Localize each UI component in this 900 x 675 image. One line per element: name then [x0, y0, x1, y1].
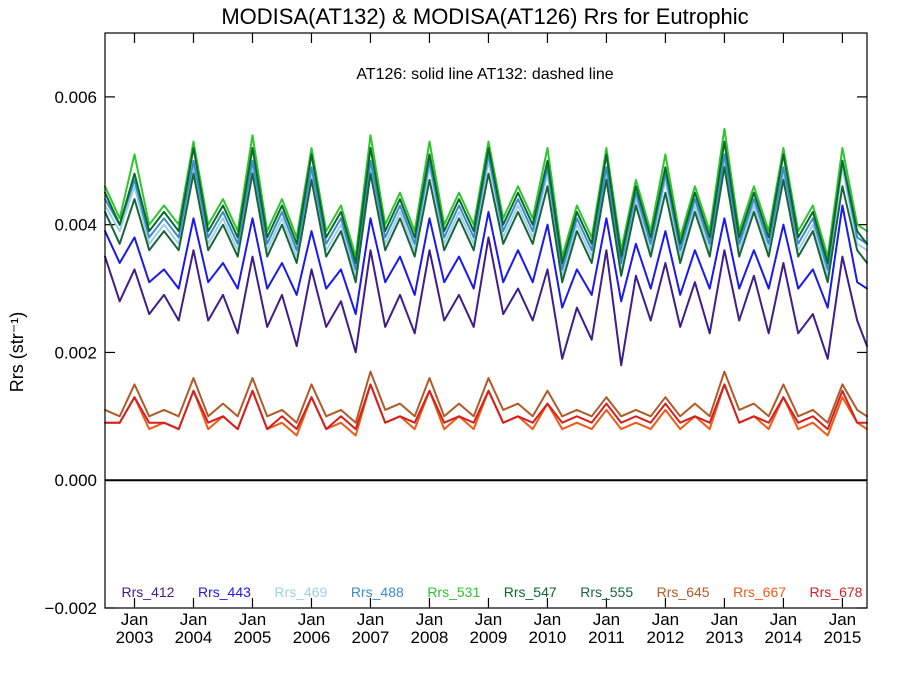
legend-entry-rrs-645: Rrs_645: [657, 584, 710, 600]
legend-entry-rrs-667: Rrs_667: [733, 584, 786, 600]
series-line-rrs-645: [104, 370, 868, 424]
x-tick-month-label: Jan: [711, 610, 738, 629]
legend-entry-rrs-469: Rrs_469: [274, 584, 327, 600]
legend-entry-rrs-547: Rrs_547: [504, 584, 557, 600]
x-tick-year-label: 2006: [293, 628, 331, 647]
x-tick-month-label: Jan: [593, 610, 620, 629]
x-tick-month-label: Jan: [534, 610, 561, 629]
x-tick-year-label: 2013: [706, 628, 744, 647]
legend-entry-rrs-531: Rrs_531: [427, 584, 480, 600]
x-tick-month-label: Jan: [121, 610, 148, 629]
series-line-rrs-469: [104, 159, 868, 277]
series-line-rrs-412: [104, 236, 868, 367]
y-tick-label: 0.000: [54, 471, 97, 490]
x-tick-year-label: 2015: [824, 628, 862, 647]
x-tick-year-label: 2009: [470, 628, 508, 647]
x-tick-month-label: Jan: [416, 610, 443, 629]
y-axis-label: Rrs (str⁻¹): [7, 312, 27, 392]
series-line-rrs-443: [104, 204, 868, 316]
x-tick-month-label: Jan: [239, 610, 266, 629]
series-line-rrs-555: [104, 166, 868, 284]
y-tick-label: −0.002: [45, 599, 97, 618]
series-line-rrs-547: [104, 140, 868, 264]
plot-frame: [104, 32, 868, 609]
legend: Rrs_412 Rrs_443 Rrs_469 Rrs_488 Rrs_531 Rrs_5…: [122, 584, 863, 600]
y-tick-label: 0.006: [54, 88, 97, 107]
x-tick-month-label: Jan: [475, 610, 502, 629]
x-tick-year-label: 2004: [175, 628, 213, 647]
legend-entry-rrs-412: Rrs_412: [122, 584, 175, 600]
x-tick-year-label: 2014: [765, 628, 803, 647]
series-line-rrs-678: [104, 383, 868, 431]
x-tick-year-label: 2011: [588, 628, 625, 647]
axes-layer: −0.0020.0000.0020.0040.006Jan2003Jan2004…: [45, 33, 867, 647]
x-tick-year-label: 2008: [411, 628, 449, 647]
x-tick-month-label: Jan: [829, 610, 856, 629]
series-line-rrs-531: [104, 127, 868, 258]
x-tick-month-label: Jan: [180, 610, 207, 629]
x-tick-month-label: Jan: [652, 610, 679, 629]
chart-title: MODISA(AT132) & MODISA(AT126) Rrs for Eu…: [221, 4, 748, 29]
legend-entry-rrs-488: Rrs_488: [351, 584, 404, 600]
legend-entry-rrs-443: Rrs_443: [198, 584, 251, 600]
series-line-rrs-667: [104, 383, 868, 437]
legend-entry-rrs-555: Rrs_555: [580, 584, 633, 600]
x-tick-month-label: Jan: [770, 610, 797, 629]
x-tick-year-label: 2012: [647, 628, 685, 647]
legend-entry-rrs-678: Rrs_678: [810, 584, 863, 600]
y-tick-label: 0.004: [54, 216, 97, 235]
series-layer: [104, 127, 868, 437]
y-tick-label: 0.002: [54, 343, 97, 362]
x-tick-year-label: 2007: [352, 628, 390, 647]
line-style-annotation: AT126: solid line AT132: dashed line: [356, 66, 613, 83]
series-line-rrs-488: [104, 153, 868, 271]
x-tick-year-label: 2005: [234, 628, 272, 647]
x-tick-month-label: Jan: [298, 610, 325, 629]
x-tick-month-label: Jan: [357, 610, 384, 629]
x-tick-year-label: 2003: [116, 628, 154, 647]
x-tick-year-label: 2010: [529, 628, 567, 647]
